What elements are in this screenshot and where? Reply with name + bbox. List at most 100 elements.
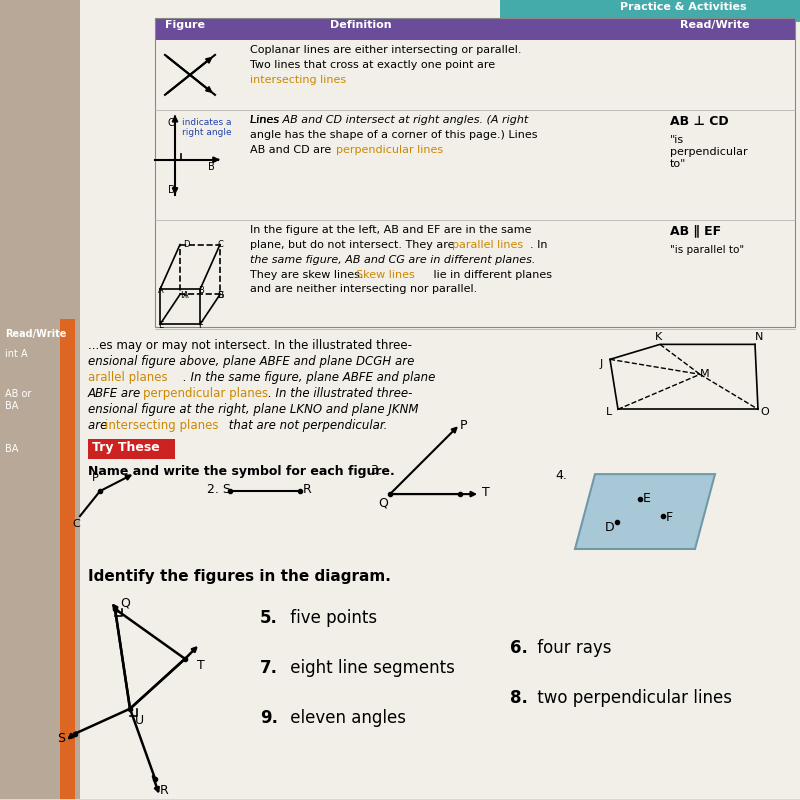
Text: ABFE are: ABFE are (88, 387, 145, 400)
Text: 4.: 4. (555, 469, 567, 482)
Text: D: D (605, 521, 614, 534)
Text: Identify the figures in the diagram.: Identify the figures in the diagram. (88, 569, 391, 584)
Text: 8.: 8. (510, 689, 528, 706)
Text: E: E (158, 322, 163, 330)
Text: that are not perpendicular.: that are not perpendicular. (225, 419, 387, 432)
Text: perpendicular lines: perpendicular lines (336, 145, 443, 154)
Text: ensional figure above, plane ABFE and plane DCGH are: ensional figure above, plane ABFE and pl… (88, 355, 414, 368)
Text: P: P (92, 473, 98, 483)
Text: R: R (160, 783, 169, 797)
Text: the same figure, AB and CG are in different planes.: the same figure, AB and CG are in differ… (250, 254, 535, 265)
Polygon shape (500, 0, 800, 22)
Text: In the figure at the left, AB and EF are in the same: In the figure at the left, AB and EF are… (250, 225, 531, 234)
Text: AB and CD are: AB and CD are (250, 145, 334, 154)
Text: F: F (666, 511, 673, 524)
Text: 3.: 3. (370, 464, 382, 477)
Text: M: M (700, 370, 710, 379)
Text: eight line segments: eight line segments (285, 659, 455, 677)
Text: Read/Write: Read/Write (680, 20, 750, 30)
Text: S: S (57, 732, 65, 745)
Text: E: E (643, 492, 651, 505)
Polygon shape (80, 0, 800, 798)
Text: two perpendicular lines: two perpendicular lines (532, 689, 732, 706)
Text: T: T (197, 659, 205, 672)
Text: "is: "is (670, 134, 684, 145)
Text: C: C (217, 239, 223, 249)
Text: ...es may or may not intersect. In the illustrated three-: ...es may or may not intersect. In the i… (88, 339, 412, 352)
Text: five points: five points (285, 609, 377, 627)
Text: Figure: Figure (165, 20, 205, 30)
Text: indicates a: indicates a (182, 118, 231, 126)
Text: intersecting lines: intersecting lines (250, 75, 346, 85)
Text: AB or
BA: AB or BA (5, 390, 31, 411)
Text: R: R (303, 483, 312, 496)
Text: right angle: right angle (182, 128, 232, 137)
Text: Q: Q (120, 597, 130, 610)
Text: intersecting planes: intersecting planes (105, 419, 218, 432)
Text: 5.: 5. (260, 609, 278, 627)
Text: 2. S: 2. S (207, 483, 231, 496)
Polygon shape (155, 18, 795, 40)
Text: J: J (600, 359, 603, 370)
Text: P: P (460, 419, 467, 432)
Text: H: H (180, 291, 186, 301)
Text: Definition: Definition (330, 20, 392, 30)
Text: Skew lines: Skew lines (356, 270, 414, 279)
Text: Try These: Try These (92, 441, 160, 454)
Text: Practice & Activities: Practice & Activities (620, 2, 746, 12)
Text: B: B (217, 291, 223, 301)
Text: . In the illustrated three-: . In the illustrated three- (268, 387, 412, 400)
Text: and are neither intersecting nor parallel.: and are neither intersecting nor paralle… (250, 285, 478, 294)
Text: K: K (655, 332, 662, 342)
Text: O: O (760, 407, 769, 418)
Text: angle has the shape of a corner of this page.) Lines: angle has the shape of a corner of this … (250, 130, 538, 140)
Text: to": to" (670, 158, 686, 169)
Text: ensional figure at the right, plane LKNO and plane JKNM: ensional figure at the right, plane LKNO… (88, 403, 418, 416)
Text: int A: int A (5, 350, 28, 359)
Text: . In: . In (530, 239, 547, 250)
Text: C: C (72, 519, 80, 529)
Text: N: N (755, 332, 763, 342)
Text: Lines AB and CD intersect at right angles. (A right: Lines AB and CD intersect at right angle… (250, 114, 528, 125)
Text: A: A (183, 291, 189, 301)
Text: arallel planes: arallel planes (88, 371, 168, 384)
Text: 6.: 6. (510, 639, 528, 657)
Text: . In the same figure, plane ABFE and plane: . In the same figure, plane ABFE and pla… (183, 371, 435, 384)
Text: Read/Write: Read/Write (5, 330, 66, 339)
Text: B: B (208, 162, 214, 172)
Text: A: A (158, 286, 164, 295)
Text: Two lines that cross at exactly one point are: Two lines that cross at exactly one poin… (250, 60, 495, 70)
Text: D: D (168, 185, 176, 194)
Text: Q: Q (378, 496, 388, 509)
Text: C: C (168, 118, 174, 128)
Text: AB ⊥ CD: AB ⊥ CD (670, 114, 729, 128)
Text: T: T (482, 486, 490, 499)
Text: Coplanar lines are either intersecting or parallel.: Coplanar lines are either intersecting o… (250, 45, 522, 55)
Polygon shape (0, 0, 80, 798)
Text: eleven angles: eleven angles (285, 709, 406, 726)
Text: four rays: four rays (532, 639, 611, 657)
Polygon shape (60, 319, 75, 798)
Text: BA: BA (5, 444, 18, 454)
Text: Name and write the symbol for each figure.: Name and write the symbol for each figur… (88, 465, 394, 478)
Text: L: L (606, 407, 612, 418)
Text: are: are (88, 419, 111, 432)
Text: lie in different planes: lie in different planes (430, 270, 552, 279)
Text: B: B (198, 286, 204, 295)
Text: Lines: Lines (250, 114, 282, 125)
Text: 7.: 7. (260, 659, 278, 677)
Text: perpendicular planes: perpendicular planes (143, 387, 268, 400)
Polygon shape (575, 474, 715, 549)
Text: U: U (135, 714, 144, 726)
Text: They are skew lines.: They are skew lines. (250, 270, 367, 279)
Text: 9.: 9. (260, 709, 278, 726)
Polygon shape (88, 439, 175, 459)
Text: D: D (183, 239, 190, 249)
Text: perpendicular: perpendicular (670, 146, 748, 157)
Text: G: G (218, 291, 225, 301)
Text: parallel lines: parallel lines (452, 239, 523, 250)
Text: F: F (198, 322, 203, 330)
Text: plane, but do not intersect. They are: plane, but do not intersect. They are (250, 239, 458, 250)
Text: "is parallel to": "is parallel to" (670, 245, 744, 254)
Text: AB ∥ EF: AB ∥ EF (670, 225, 721, 238)
